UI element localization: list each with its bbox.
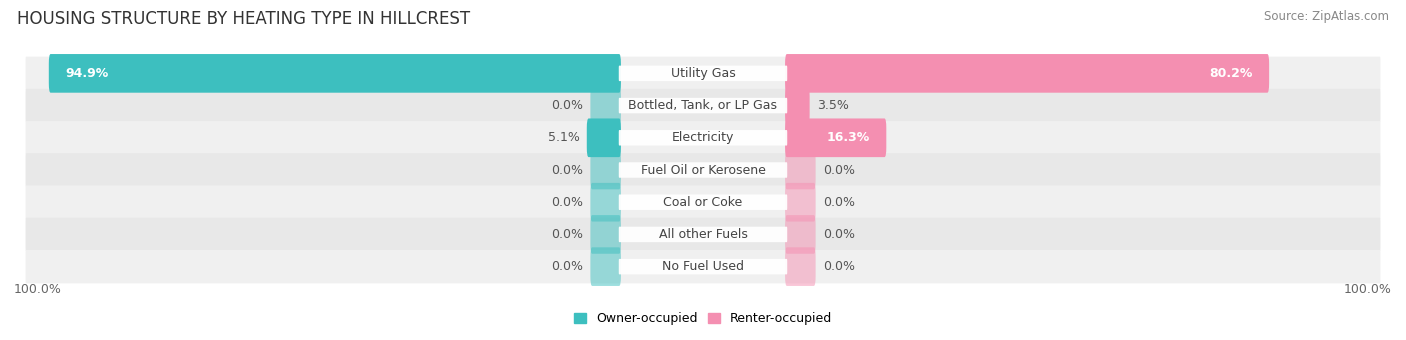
Text: 80.2%: 80.2%: [1209, 67, 1253, 80]
FancyBboxPatch shape: [785, 54, 1270, 93]
FancyBboxPatch shape: [25, 57, 1381, 90]
Text: 100.0%: 100.0%: [1344, 283, 1392, 296]
Text: 0.0%: 0.0%: [551, 228, 583, 241]
Text: 0.0%: 0.0%: [823, 196, 855, 209]
Text: 94.9%: 94.9%: [66, 67, 108, 80]
FancyBboxPatch shape: [591, 183, 621, 222]
Text: No Fuel Used: No Fuel Used: [662, 260, 744, 273]
Legend: Owner-occupied, Renter-occupied: Owner-occupied, Renter-occupied: [568, 307, 838, 330]
FancyBboxPatch shape: [25, 250, 1381, 283]
Text: 0.0%: 0.0%: [823, 164, 855, 176]
Text: 0.0%: 0.0%: [551, 99, 583, 112]
FancyBboxPatch shape: [785, 215, 815, 254]
FancyBboxPatch shape: [619, 227, 787, 242]
Text: 5.1%: 5.1%: [548, 131, 579, 144]
FancyBboxPatch shape: [785, 247, 815, 286]
Text: HOUSING STRUCTURE BY HEATING TYPE IN HILLCREST: HOUSING STRUCTURE BY HEATING TYPE IN HIL…: [17, 10, 470, 28]
FancyBboxPatch shape: [25, 121, 1381, 155]
Text: Coal or Coke: Coal or Coke: [664, 196, 742, 209]
FancyBboxPatch shape: [785, 86, 810, 125]
FancyBboxPatch shape: [25, 218, 1381, 251]
Text: 0.0%: 0.0%: [551, 260, 583, 273]
FancyBboxPatch shape: [591, 215, 621, 254]
Text: 0.0%: 0.0%: [823, 228, 855, 241]
FancyBboxPatch shape: [619, 66, 787, 81]
FancyBboxPatch shape: [785, 118, 886, 157]
FancyBboxPatch shape: [25, 89, 1381, 122]
Text: Fuel Oil or Kerosene: Fuel Oil or Kerosene: [641, 164, 765, 176]
FancyBboxPatch shape: [619, 259, 787, 274]
Text: 0.0%: 0.0%: [551, 164, 583, 176]
Text: All other Fuels: All other Fuels: [658, 228, 748, 241]
FancyBboxPatch shape: [619, 194, 787, 210]
FancyBboxPatch shape: [49, 54, 621, 93]
FancyBboxPatch shape: [619, 130, 787, 146]
FancyBboxPatch shape: [619, 98, 787, 113]
Text: Source: ZipAtlas.com: Source: ZipAtlas.com: [1264, 10, 1389, 23]
Text: 100.0%: 100.0%: [14, 283, 62, 296]
FancyBboxPatch shape: [25, 185, 1381, 219]
Text: 0.0%: 0.0%: [823, 260, 855, 273]
Text: 0.0%: 0.0%: [551, 196, 583, 209]
FancyBboxPatch shape: [785, 183, 815, 222]
FancyBboxPatch shape: [591, 86, 621, 125]
FancyBboxPatch shape: [785, 151, 815, 189]
FancyBboxPatch shape: [25, 153, 1381, 187]
Text: 16.3%: 16.3%: [827, 131, 869, 144]
Text: Electricity: Electricity: [672, 131, 734, 144]
Text: Bottled, Tank, or LP Gas: Bottled, Tank, or LP Gas: [628, 99, 778, 112]
Text: 3.5%: 3.5%: [817, 99, 849, 112]
Text: Utility Gas: Utility Gas: [671, 67, 735, 80]
FancyBboxPatch shape: [619, 162, 787, 178]
FancyBboxPatch shape: [591, 247, 621, 286]
FancyBboxPatch shape: [591, 151, 621, 189]
FancyBboxPatch shape: [586, 118, 621, 157]
